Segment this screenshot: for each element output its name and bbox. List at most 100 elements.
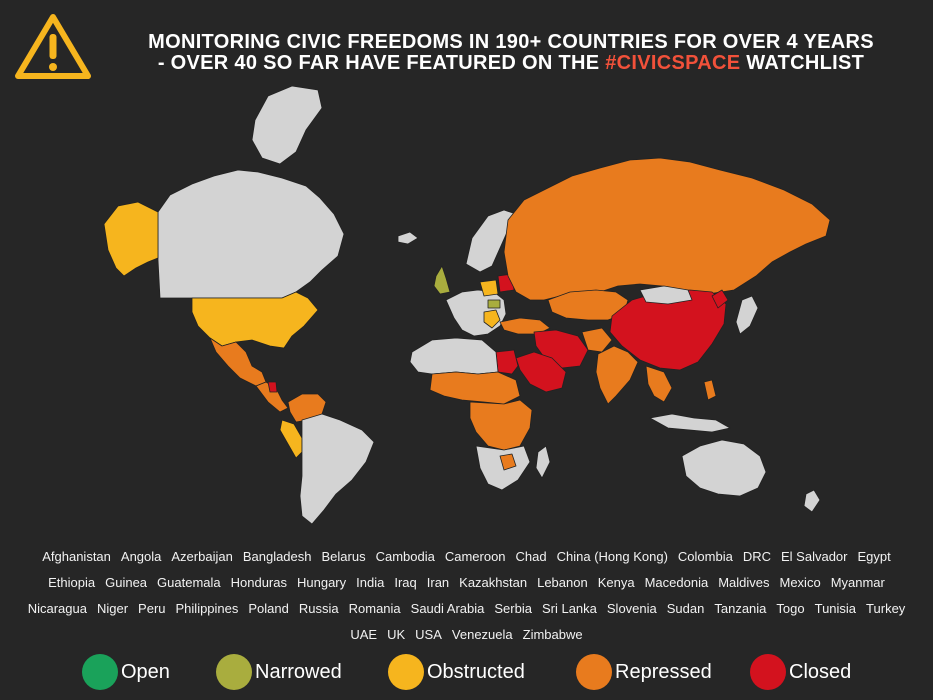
region-hungary	[487, 299, 501, 309]
region-zimbabwe	[499, 453, 517, 471]
watchlist-country: Afghanistan	[42, 549, 111, 564]
region-poland	[479, 279, 499, 297]
region-greenland	[251, 85, 323, 165]
watchlist-country: Romania	[348, 601, 401, 616]
title-line-2-suffix: WATCHLIST	[746, 52, 865, 74]
legend-item-repressed: Repressed	[576, 650, 712, 694]
watchlist-country: Turkey	[866, 601, 906, 616]
title-line-2: - OVER 40 SO FAR HAVE FEATURED ON THE #C…	[96, 52, 926, 75]
watchlist-country: Guinea	[105, 575, 148, 590]
region-india	[595, 345, 639, 405]
watchlist-country: Niger	[96, 601, 129, 616]
watchlist-country: Chad	[515, 549, 547, 564]
region-south-america	[299, 413, 375, 525]
legend-item-narrowed: Narrowed	[216, 650, 342, 694]
watchlist-country: Iraq	[394, 575, 417, 590]
watchlist-country: Togo	[776, 601, 805, 616]
legend-swatch-repressed	[576, 654, 612, 690]
civicspace-hashtag: #CIVICSPACE	[605, 52, 741, 74]
watchlist-country: Hungary	[297, 575, 347, 590]
region-sahel	[429, 371, 521, 405]
watchlist-country: El Salvador	[781, 549, 848, 564]
watchlist-country: China (Hong Kong)	[556, 549, 668, 564]
region-southern-africa	[475, 445, 531, 491]
watchlist-country: Kazakhstan	[459, 575, 528, 590]
watchlist-country: Sudan	[666, 601, 705, 616]
watchlist-country: Nicaragua	[27, 601, 87, 616]
watchlist-country: DRC	[742, 549, 772, 564]
legend-label: Closed	[789, 660, 852, 683]
region-afghanistan	[581, 327, 613, 353]
region-balkans	[483, 309, 501, 329]
legend-item-open: Open	[82, 650, 170, 694]
region-alaska	[103, 201, 159, 277]
region-central-america	[255, 381, 289, 413]
region-japan	[735, 295, 759, 335]
legend-label: Obstructed	[427, 660, 525, 683]
watchlist-country: Serbia	[494, 601, 532, 616]
watchlist-country: UAE	[350, 627, 378, 642]
region-indonesia	[649, 413, 731, 433]
region-peru	[279, 419, 303, 459]
watchlist-country: Poland	[248, 601, 289, 616]
watchlist-country: Cameroon	[444, 549, 506, 564]
header: MONITORING CIVIC FREEDOMS IN 190+ COUNTR…	[0, 0, 933, 100]
legend-label: Open	[121, 660, 170, 683]
watchlist-country: Tanzania	[714, 601, 767, 616]
legend-swatch-obstructed	[388, 654, 424, 690]
watchlist-country-list: Afghanistan Angola Azerbaijan Bangladesh Bel…	[10, 544, 923, 648]
watchlist-country: Maldives	[718, 575, 770, 590]
region-saudi-arabia	[515, 351, 567, 393]
watchlist-country: Iran	[426, 575, 450, 590]
watchlist-country: Guatemala	[157, 575, 221, 590]
region-madagascar	[535, 445, 551, 479]
watchlist-country: Honduras	[230, 575, 287, 590]
watchlist-country: UK	[387, 627, 406, 642]
watchlist-country: Colombia	[677, 549, 733, 564]
warning-triangle-icon	[15, 14, 91, 79]
region-usa	[191, 291, 319, 349]
region-new-zealand	[803, 489, 821, 513]
region-iceland	[397, 231, 419, 245]
watchlist-country: Lebanon	[537, 575, 588, 590]
watchlist-country: Macedonia	[644, 575, 709, 590]
watchlist-country: Angola	[120, 549, 162, 564]
legend-swatch-open	[82, 654, 118, 690]
watchlist-country: Mexico	[779, 575, 821, 590]
region-uk	[433, 265, 451, 295]
watchlist-country: Philippines	[175, 601, 239, 616]
watchlist-country: Bangladesh	[242, 549, 312, 564]
watchlist-country: Venezuela	[451, 627, 513, 642]
legend-swatch-closed	[750, 654, 786, 690]
region-mexico	[209, 337, 267, 387]
region-russia	[503, 157, 831, 301]
region-central-africa	[469, 399, 533, 451]
watchlist-country: Ethiopia	[48, 575, 96, 590]
region-north-korea	[711, 289, 729, 309]
watchlist-country: Tunisia	[814, 601, 857, 616]
legend-label: Repressed	[615, 660, 712, 683]
legend-label: Narrowed	[255, 660, 342, 683]
region-egypt	[495, 349, 519, 375]
watchlist-country: Saudi Arabia	[410, 601, 485, 616]
legend-item-obstructed: Obstructed	[388, 650, 525, 694]
watchlist-country: Belarus	[321, 549, 366, 564]
watchlist-country: Myanmar	[830, 575, 885, 590]
watchlist-country: Cambodia	[375, 549, 435, 564]
region-canada	[157, 169, 345, 299]
title-line-1: MONITORING CIVIC FREEDOMS IN 190+ COUNTR…	[148, 31, 874, 53]
world-map	[103, 85, 831, 525]
watchlist-country: Azerbaijan	[171, 549, 233, 564]
region-australia	[681, 439, 767, 497]
watchlist-country: Sri Lanka	[541, 601, 597, 616]
watchlist-country: Zimbabwe	[522, 627, 583, 642]
civic-space-legend: Open Narrowed Obstructed Repressed Closed	[0, 650, 933, 694]
region-north-africa	[409, 337, 499, 375]
region-southeast-asia	[645, 365, 673, 403]
watchlist-country: USA	[415, 627, 442, 642]
watchlist-country: Peru	[138, 601, 166, 616]
title-line-2-prefix: - OVER 40 SO FAR HAVE FEATURED ON THE	[157, 52, 600, 74]
region-mongolia	[639, 285, 693, 305]
legend-item-closed: Closed	[750, 650, 851, 694]
region-nicaragua	[267, 381, 278, 393]
